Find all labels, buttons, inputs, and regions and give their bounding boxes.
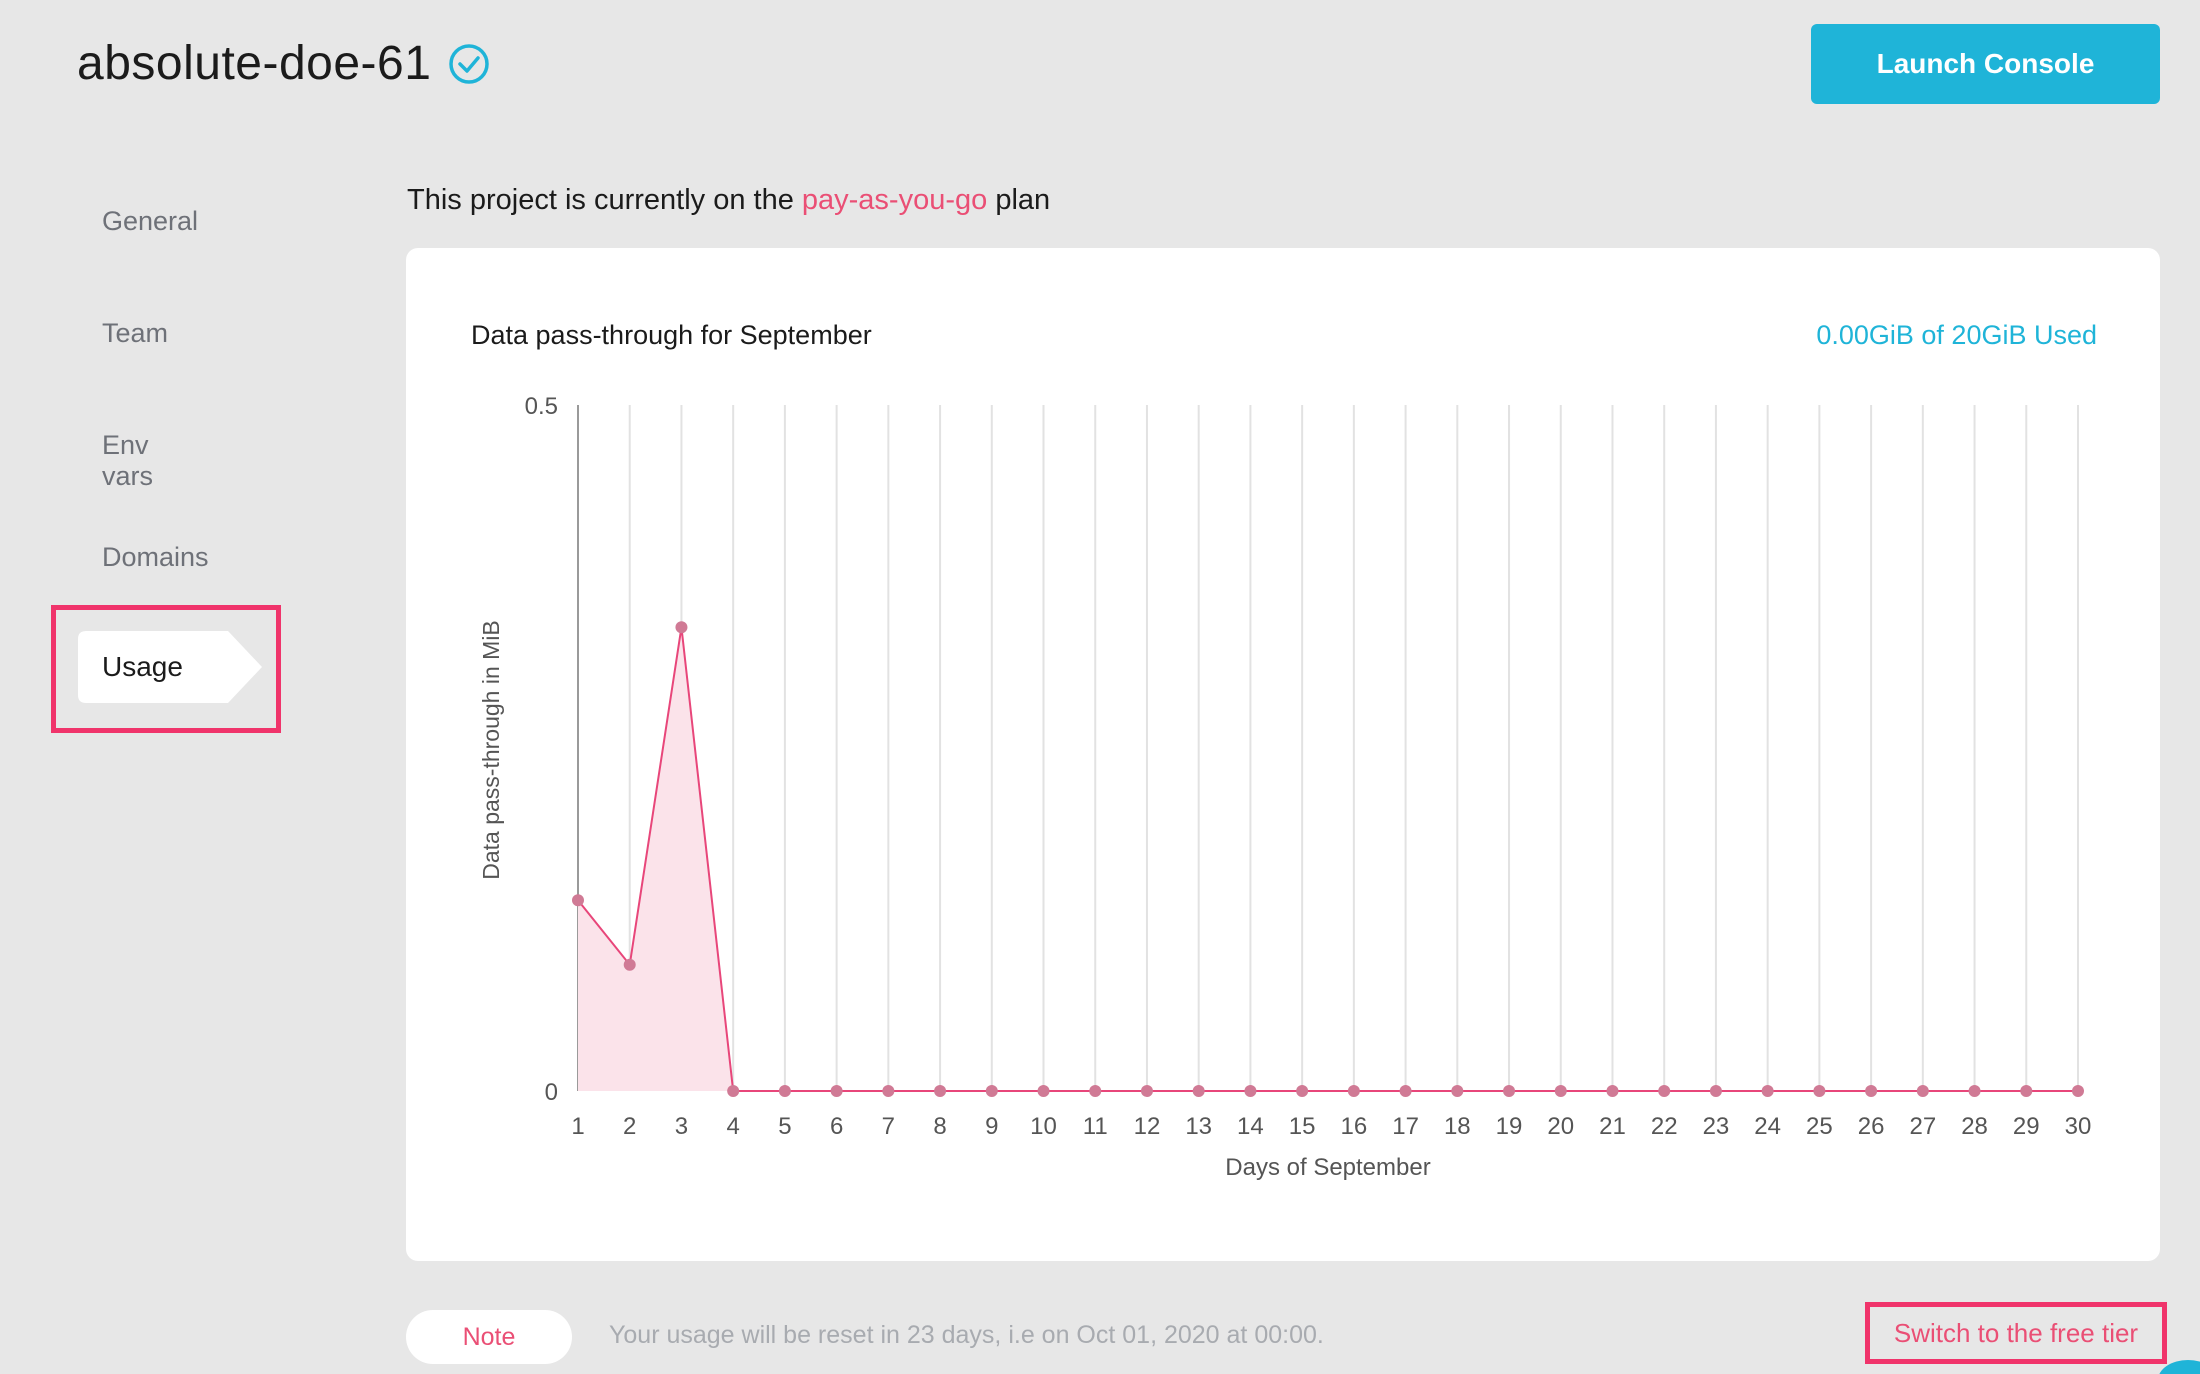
data-point bbox=[623, 958, 636, 971]
x-tick-label: 21 bbox=[1599, 1113, 1626, 1140]
sidebar-item-usage[interactable]: Usage bbox=[78, 631, 262, 703]
data-point bbox=[985, 1085, 998, 1097]
plan-status: This project is currently on the pay-as-… bbox=[407, 184, 1050, 217]
y-axis-title: Data pass-through in MiB bbox=[478, 620, 504, 880]
x-tick-label: 11 bbox=[1083, 1113, 1108, 1140]
x-tick-label: 7 bbox=[882, 1113, 895, 1140]
x-tick-label: 25 bbox=[1806, 1113, 1833, 1140]
chart-title: Data pass-through for September bbox=[471, 320, 872, 350]
data-point bbox=[1761, 1085, 1774, 1097]
plan-name-link[interactable]: pay-as-you-go bbox=[801, 184, 988, 216]
data-point bbox=[1037, 1085, 1050, 1097]
data-point bbox=[1140, 1085, 1153, 1097]
x-tick-label: 22 bbox=[1651, 1113, 1678, 1140]
data-point bbox=[1089, 1085, 1102, 1097]
data-point bbox=[1503, 1085, 1516, 1097]
reset-note: Your usage will be reset in 23 days, i.e… bbox=[609, 1321, 1324, 1349]
x-tick-label: 30 bbox=[2065, 1113, 2092, 1140]
data-point bbox=[1606, 1085, 1619, 1097]
data-point bbox=[1709, 1085, 1722, 1097]
x-tick-label: 27 bbox=[1909, 1113, 1936, 1140]
data-point bbox=[1451, 1085, 1464, 1097]
usage-chart: 00.51 2 3 4 5 6 7 8 9 10 11 12 13 14 15 16 17 18 19 20 21 22 2… bbox=[478, 393, 2092, 1181]
sidebar-item-team[interactable]: Team bbox=[102, 318, 169, 348]
data-point bbox=[1399, 1085, 1412, 1097]
data-point bbox=[1192, 1085, 1205, 1097]
x-tick-label: 2 bbox=[623, 1113, 636, 1140]
data-point bbox=[830, 1085, 843, 1097]
x-tick-label: 16 bbox=[1341, 1113, 1368, 1140]
series-area bbox=[578, 627, 2078, 1091]
usage-summary: 0.00GiB of 20GiB Used bbox=[1816, 320, 2097, 350]
data-point bbox=[727, 1085, 740, 1097]
data-point bbox=[1865, 1085, 1878, 1097]
sidebar-item-general[interactable]: General bbox=[102, 206, 199, 236]
data-point bbox=[2072, 1085, 2084, 1097]
data-point bbox=[1916, 1085, 1929, 1097]
x-axis-title: Days of September bbox=[1225, 1154, 1430, 1181]
data-point bbox=[882, 1085, 895, 1097]
plan-suffix: plan bbox=[995, 184, 1051, 216]
x-tick-label: 15 bbox=[1289, 1113, 1316, 1140]
verified-check-icon bbox=[447, 42, 491, 86]
x-tick-label: 23 bbox=[1703, 1113, 1730, 1140]
project-title: absolute-doe-61 bbox=[77, 36, 491, 91]
active-item-highlight bbox=[51, 605, 281, 733]
series-line bbox=[577, 627, 2078, 1092]
x-tick-label: 18 bbox=[1444, 1113, 1471, 1140]
x-tick-label: 26 bbox=[1858, 1113, 1885, 1140]
plan-prefix: This project is currently on the bbox=[407, 184, 794, 216]
x-tick-label: 29 bbox=[2013, 1113, 2040, 1140]
x-tick-label: 12 bbox=[1134, 1113, 1161, 1140]
x-tick-label: 1 bbox=[571, 1113, 584, 1140]
y-tick-label: 0 bbox=[545, 1079, 558, 1106]
launch-console-button[interactable]: Launch Console bbox=[1811, 24, 2160, 104]
help-widget[interactable] bbox=[2158, 1360, 2200, 1374]
data-point bbox=[1813, 1085, 1826, 1097]
switch-free-tier-link[interactable]: Switch to the free tier bbox=[1865, 1302, 2167, 1364]
y-tick-label: 0.5 bbox=[525, 393, 558, 420]
data-point bbox=[1968, 1085, 1981, 1097]
x-tick-label: 28 bbox=[1961, 1113, 1988, 1140]
usage-card: Data pass-through for September 0.00GiB … bbox=[406, 248, 2160, 1261]
x-tick-label: 3 bbox=[675, 1113, 688, 1140]
data-point bbox=[1658, 1085, 1671, 1097]
data-point bbox=[572, 894, 584, 907]
x-tick-label: 17 bbox=[1392, 1113, 1419, 1140]
sidebar-item-env-vars[interactable]: Env vars bbox=[102, 430, 154, 491]
x-tick-label: 20 bbox=[1547, 1113, 1574, 1140]
data-point bbox=[1554, 1085, 1567, 1097]
data-point bbox=[1244, 1085, 1257, 1097]
data-point bbox=[2020, 1085, 2033, 1097]
x-tick-label: 6 bbox=[830, 1113, 843, 1140]
data-point bbox=[1347, 1085, 1360, 1097]
note-badge: Note bbox=[406, 1310, 572, 1364]
data-point bbox=[1296, 1085, 1309, 1097]
project-name: absolute-doe-61 bbox=[77, 37, 432, 90]
data-point bbox=[778, 1085, 791, 1097]
x-tick-label: 13 bbox=[1185, 1113, 1212, 1140]
sidebar-item-domains[interactable]: Domains bbox=[102, 542, 209, 572]
x-tick-label: 4 bbox=[726, 1113, 739, 1140]
x-tick-label: 14 bbox=[1237, 1113, 1264, 1140]
x-tick-label: 19 bbox=[1496, 1113, 1523, 1140]
x-tick-label: 9 bbox=[985, 1113, 998, 1140]
data-point bbox=[675, 621, 688, 634]
x-tick-label: 10 bbox=[1030, 1113, 1057, 1140]
x-tick-label: 24 bbox=[1754, 1113, 1781, 1140]
sidebar-item-label: Usage bbox=[102, 651, 183, 682]
x-tick-label: 5 bbox=[778, 1113, 791, 1140]
x-tick-label: 8 bbox=[933, 1113, 946, 1140]
data-point bbox=[934, 1085, 947, 1097]
